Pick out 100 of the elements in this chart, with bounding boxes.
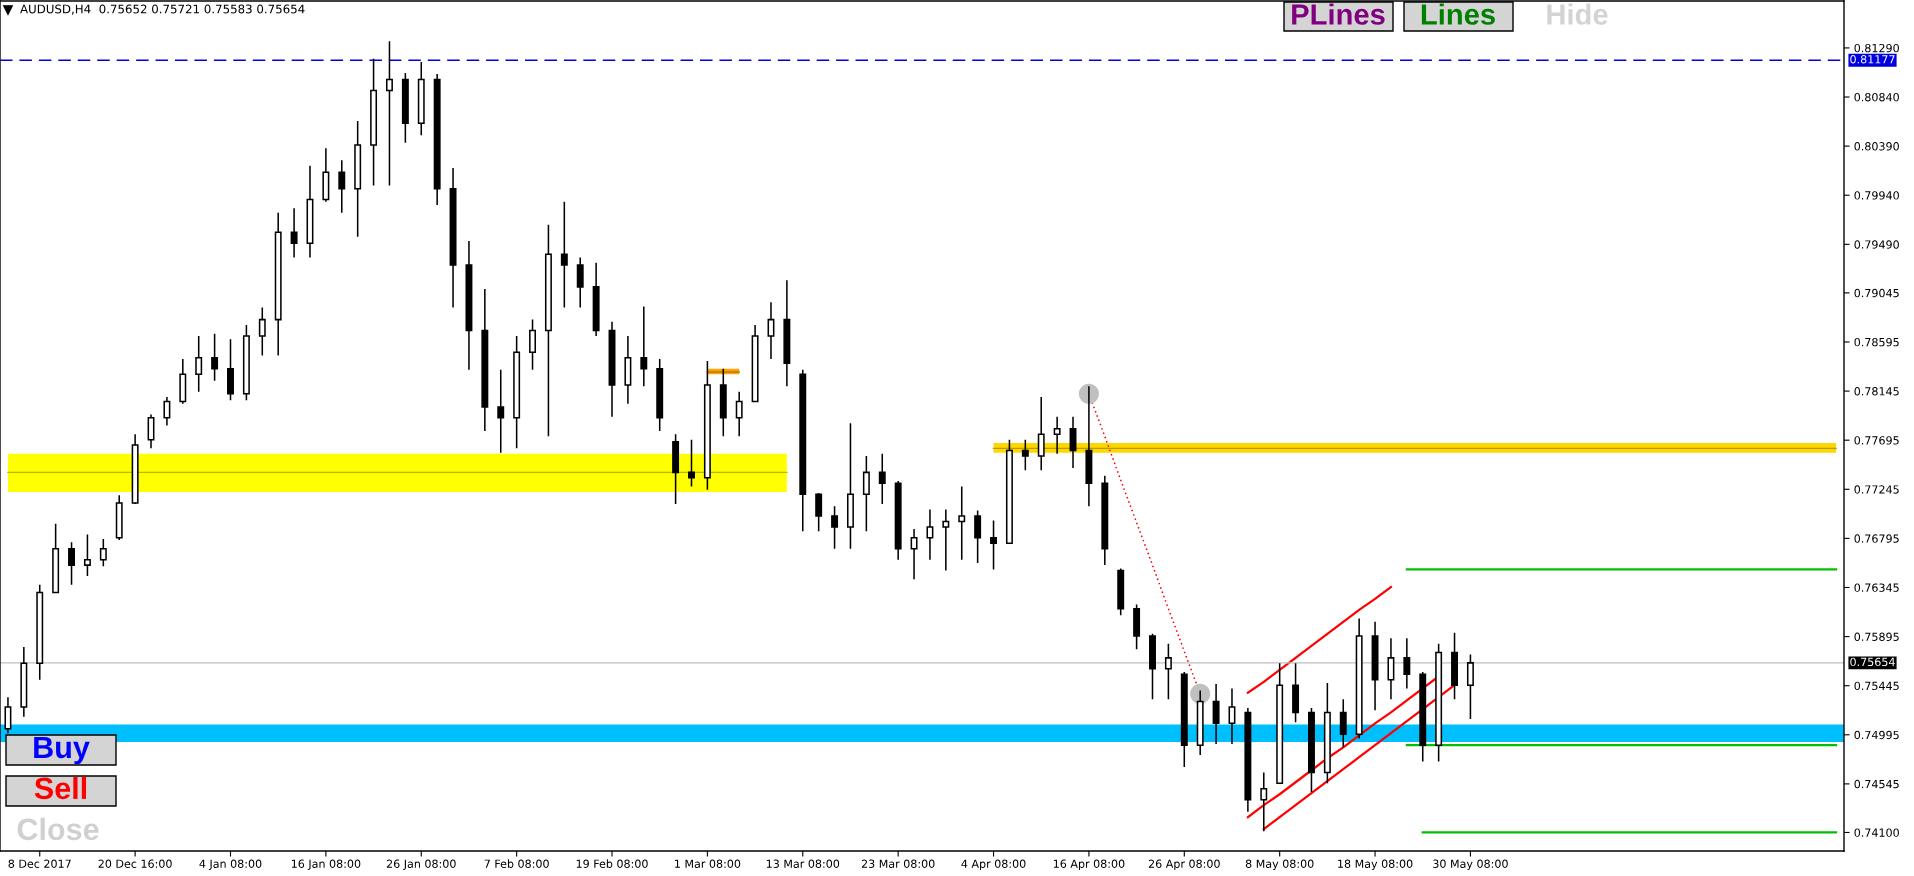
candlestick bbox=[608, 321, 616, 418]
x-tick-label: 8 May 08:00 bbox=[1245, 859, 1314, 871]
candlestick bbox=[656, 358, 664, 432]
candlestick bbox=[242, 324, 250, 402]
x-tick-label: 1 Mar 08:00 bbox=[675, 859, 741, 868]
candlestick bbox=[1435, 642, 1443, 763]
candlestick bbox=[36, 583, 44, 681]
y-tick-label: 0.78145 bbox=[1854, 387, 1899, 396]
candlestick bbox=[83, 533, 91, 577]
ref-line-label: 0.81177 bbox=[1850, 55, 1895, 64]
candlestick bbox=[560, 201, 568, 309]
chart-title: AUDUSD,H4 0.75652 0.75721 0.75583 0.75654 bbox=[20, 4, 305, 15]
candlestick bbox=[1307, 707, 1315, 793]
candlestick bbox=[211, 333, 219, 382]
candlestick bbox=[1180, 671, 1188, 768]
y-tick-label: 0.75445 bbox=[1854, 681, 1899, 691]
annotation: Lines bbox=[1421, 3, 1495, 25]
candlestick bbox=[1292, 662, 1300, 724]
candlestick bbox=[433, 73, 441, 206]
candlestick bbox=[195, 335, 203, 393]
candlestick bbox=[99, 538, 107, 567]
candlestick bbox=[831, 505, 839, 550]
candlestick bbox=[163, 396, 171, 427]
candlestick bbox=[974, 509, 982, 564]
candlestick bbox=[910, 528, 918, 581]
candlestick bbox=[258, 306, 266, 357]
candlestick bbox=[1021, 438, 1029, 471]
candlestick bbox=[115, 494, 123, 541]
candlestick bbox=[1451, 632, 1459, 701]
candlestick bbox=[529, 318, 537, 371]
y-tick-label: 0.74995 bbox=[1854, 730, 1899, 740]
candlestick bbox=[417, 61, 425, 136]
candlestick bbox=[592, 262, 600, 337]
candlestick bbox=[688, 438, 695, 488]
candlestick bbox=[1260, 771, 1268, 833]
candlestick bbox=[640, 305, 648, 387]
candlestick bbox=[1069, 415, 1077, 469]
candlestick bbox=[815, 492, 823, 533]
candlestick bbox=[1101, 474, 1109, 566]
candlestick bbox=[1133, 603, 1141, 650]
candlestick bbox=[1164, 642, 1172, 701]
line-series bbox=[1246, 585, 1393, 694]
candlestick bbox=[1117, 567, 1125, 617]
y-tick-label: 0.76795 bbox=[1854, 534, 1899, 543]
candlestick bbox=[338, 159, 346, 214]
candlestick bbox=[1355, 617, 1363, 740]
x-tick-label: 13 Mar 08:00 bbox=[766, 859, 840, 868]
candlestick bbox=[179, 358, 187, 405]
x-tick-label: 7 Feb 08:00 bbox=[484, 859, 549, 868]
y-tick-label: 0.78595 bbox=[1854, 337, 1899, 347]
x-tick-label: 8 Dec 2017 bbox=[8, 859, 71, 868]
y-tick-label: 0.77695 bbox=[1854, 436, 1899, 445]
candlestick bbox=[290, 207, 298, 259]
candlestick bbox=[942, 508, 950, 572]
y-tick-label: 0.76345 bbox=[1854, 583, 1899, 592]
y-tick-label: 0.81290 bbox=[1854, 43, 1899, 53]
candlestick bbox=[735, 390, 743, 438]
annotation: PLines bbox=[1292, 3, 1385, 25]
candlestick bbox=[1149, 633, 1156, 701]
candlestick bbox=[990, 519, 998, 571]
candlestick bbox=[497, 369, 505, 454]
candlestick bbox=[68, 541, 76, 586]
x-tick-label: 16 Jan 08:00 bbox=[291, 859, 361, 870]
candlestick bbox=[1323, 682, 1331, 785]
x-tick-label: 23 Mar 08:00 bbox=[861, 859, 935, 868]
candlestick bbox=[544, 223, 552, 438]
y-tick-label: 0.74545 bbox=[1854, 779, 1899, 789]
candlestick bbox=[1466, 653, 1474, 720]
annotation: Buy bbox=[34, 736, 90, 765]
candlestick bbox=[1387, 637, 1395, 701]
candlestick bbox=[385, 40, 393, 187]
y-tick-label: 0.80840 bbox=[1854, 93, 1899, 102]
candlestick bbox=[1053, 415, 1061, 455]
candlestick bbox=[783, 279, 791, 387]
y-tick-label: 0.77245 bbox=[1854, 485, 1899, 494]
candlestick bbox=[1196, 689, 1204, 756]
candlestick bbox=[799, 369, 807, 533]
candlestick bbox=[354, 120, 362, 238]
candlestick bbox=[52, 522, 60, 594]
candlestick bbox=[370, 58, 378, 187]
x-tick-label: 30 May 08:00 bbox=[1433, 859, 1508, 871]
candlestick bbox=[846, 422, 854, 550]
candlestick bbox=[513, 335, 521, 450]
y-tick-label: 0.75895 bbox=[1854, 632, 1899, 641]
y-tick-label: 0.79490 bbox=[1854, 240, 1899, 249]
candlestick bbox=[958, 485, 966, 561]
candlestick bbox=[862, 455, 870, 533]
candlestick bbox=[465, 240, 473, 371]
candlestick bbox=[481, 288, 489, 432]
candlestick bbox=[274, 211, 282, 357]
line-series bbox=[1262, 684, 1456, 831]
candlestick bbox=[624, 335, 632, 405]
annotation: Sell bbox=[34, 776, 87, 800]
x-tick-label: 4 Jan 08:00 bbox=[199, 859, 262, 870]
candlestick bbox=[306, 164, 314, 259]
candlestick bbox=[131, 433, 139, 505]
candlestick bbox=[322, 147, 330, 203]
ref-line-label: 0.75654 bbox=[1850, 657, 1895, 667]
candlestick bbox=[926, 508, 934, 561]
candlestick bbox=[894, 480, 902, 561]
